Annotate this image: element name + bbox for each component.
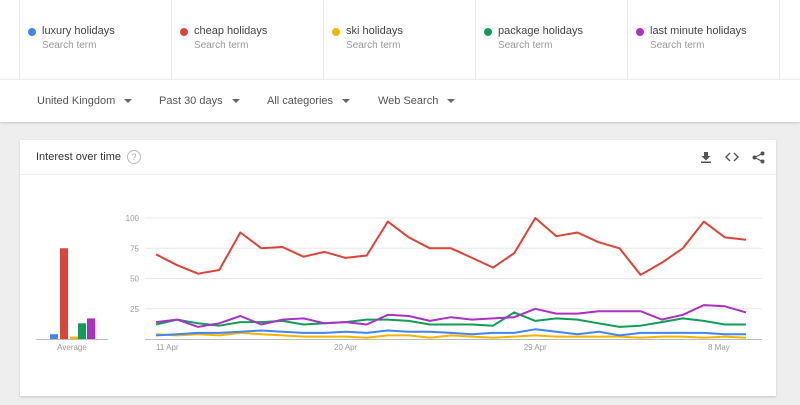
time-range-dropdown[interactable]: Past 30 days <box>159 95 240 107</box>
series-color-dot <box>484 28 492 36</box>
average-bar <box>70 336 78 339</box>
y-tick-label: 75 <box>130 244 139 253</box>
search-term-card[interactable]: package holidays Search term <box>476 0 628 79</box>
caret-down-icon <box>342 99 351 103</box>
search-term-subtitle: Search term <box>42 40 97 51</box>
caret-down-icon <box>231 99 240 103</box>
search-term-name: ski holidays <box>346 25 403 37</box>
search-term-card[interactable]: ski holidays Search term <box>324 0 476 79</box>
search-term-subtitle: Search term <box>346 40 401 51</box>
search-term-card[interactable]: cheap holidays Search term <box>172 0 324 79</box>
x-tick-label: 8 May <box>708 343 730 352</box>
search-term-name: package holidays <box>498 25 584 37</box>
region-dropdown[interactable]: United Kingdom <box>37 95 133 107</box>
search-terms-bar: luxury holidays Search term cheap holida… <box>0 0 800 79</box>
search-term-name: last minute holidays <box>650 25 747 37</box>
y-tick-label: 25 <box>130 305 139 314</box>
terms-left-spacer <box>0 0 20 79</box>
series-line <box>155 328 746 337</box>
help-icon[interactable]: ? <box>127 150 141 164</box>
series-color-dot <box>28 28 36 36</box>
search-term-name: luxury holidays <box>42 25 115 37</box>
y-tick-label: 100 <box>126 214 140 223</box>
average-bar <box>78 323 86 339</box>
x-tick-label: 29 Apr <box>524 343 547 352</box>
search-term-subtitle: Search term <box>498 40 553 51</box>
caret-down-icon <box>447 99 456 103</box>
average-bar <box>60 248 68 339</box>
series-color-dot <box>332 28 340 36</box>
series-color-dot <box>636 28 644 36</box>
filter-bar: United Kingdom Past 30 days All categori… <box>0 79 800 122</box>
embed-code-icon[interactable] <box>723 148 741 166</box>
card-header: Interest over time ? <box>20 140 776 175</box>
time-range-label: Past 30 days <box>159 95 223 107</box>
average-bar <box>50 334 58 339</box>
category-dropdown[interactable]: All categories <box>267 95 351 107</box>
search-term-subtitle: Search term <box>650 40 705 51</box>
series-line <box>155 311 746 328</box>
series-line <box>155 304 747 328</box>
share-icon[interactable] <box>749 148 767 166</box>
download-icon[interactable] <box>697 148 715 166</box>
interest-chart[interactable]: 25 50 75 100 Average 11 Apr 20 Apr 29 Apr 8 May <box>20 175 776 396</box>
y-tick-label: 50 <box>130 275 139 284</box>
series-color-dot <box>180 28 188 36</box>
series-line <box>155 217 747 276</box>
search-term-card[interactable]: last minute holidays Search term <box>628 0 780 79</box>
region-label: United Kingdom <box>37 95 116 107</box>
search-term-name: cheap holidays <box>194 25 268 37</box>
x-tick-label: 11 Apr <box>156 343 179 352</box>
card-title: Interest over time <box>36 151 121 163</box>
search-term-subtitle: Search term <box>194 40 249 51</box>
x-tick-label: 20 Apr <box>334 343 357 352</box>
search-type-label: Web Search <box>378 95 439 107</box>
search-type-dropdown[interactable]: Web Search <box>378 95 456 107</box>
average-bar <box>87 318 95 339</box>
series-line <box>155 331 747 339</box>
category-label: All categories <box>267 95 334 107</box>
average-label: Average <box>57 343 87 352</box>
caret-down-icon <box>124 99 133 103</box>
search-term-card[interactable]: luxury holidays Search term <box>20 0 172 79</box>
interest-over-time-card: Interest over time ? 25 50 75 100 Average 11 … <box>20 140 776 396</box>
